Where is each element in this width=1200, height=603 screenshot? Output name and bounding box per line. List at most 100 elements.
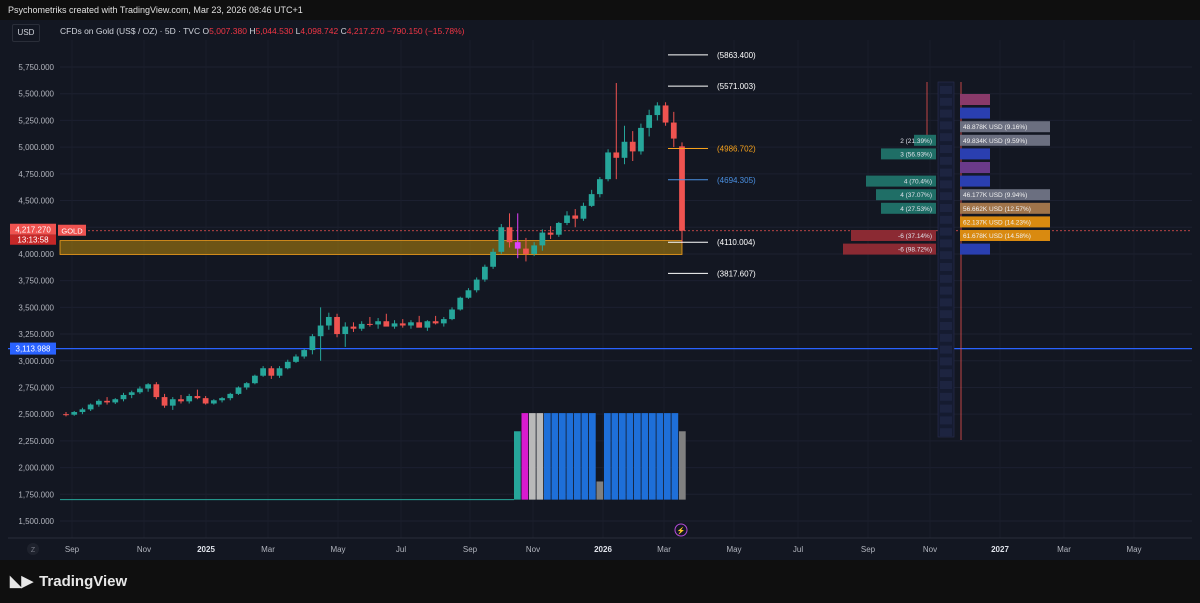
profile-cell: [940, 357, 952, 366]
attribution-bar: Psychometriks created with TradingView.c…: [0, 0, 1200, 20]
candle-body: [416, 322, 423, 328]
candle-body: [317, 325, 324, 337]
tradingview-logo[interactable]: ◣▶ TradingView: [10, 572, 127, 590]
indicator-bar: [596, 481, 604, 500]
candle-body: [490, 251, 496, 267]
candle-body: [498, 227, 505, 252]
footer-bar: [0, 560, 1200, 603]
candle-body: [334, 316, 340, 335]
candle-body: [449, 309, 455, 320]
alert-badge: [674, 523, 688, 537]
indicator-bar: [566, 413, 574, 500]
tv-wordmark: TradingView: [39, 573, 128, 590]
time-tick-label: 2027: [991, 545, 1009, 554]
candle-body: [638, 127, 644, 152]
profile-left-label: -6 (37.14%): [898, 233, 932, 240]
indicator-bar: [679, 431, 686, 500]
indicator-bar: [611, 413, 619, 500]
candle-body: [309, 336, 316, 351]
candle-body: [178, 399, 184, 402]
indicator-bar: [664, 413, 671, 500]
profile-cell: [940, 204, 952, 212]
time-tick-label: Nov: [923, 545, 937, 554]
candle-body: [457, 297, 464, 310]
indicator-bar: [529, 413, 536, 500]
candle-body: [235, 387, 242, 394]
candle-body: [367, 323, 373, 325]
candle-body: [408, 322, 414, 326]
time-tick-label: May: [1126, 545, 1141, 554]
time-tick-label: Mar: [657, 545, 671, 554]
legend-high-label: H: [249, 26, 256, 36]
candle-body: [629, 141, 636, 152]
profile-cell: [940, 215, 952, 224]
price-tick-label: 5,000.000: [18, 143, 54, 152]
indicator-bar: [604, 413, 611, 500]
candle-body: [194, 396, 201, 399]
level-label: (4694.305): [717, 176, 756, 185]
candle-body: [243, 383, 250, 388]
candle-body: [473, 279, 480, 291]
profile-cell: [940, 322, 952, 330]
profile-cell: [940, 404, 952, 413]
alert-badge-icon: ⚡: [677, 526, 686, 535]
candle-body: [161, 397, 168, 406]
candle-body: [679, 146, 685, 231]
profile-left-label: -6 (98.72%): [898, 247, 932, 254]
indicator-bar: [551, 413, 559, 500]
level-label: (4110.004): [717, 238, 755, 247]
candle-body: [383, 321, 390, 327]
symbol-tag: [58, 224, 86, 236]
price-tick-label: 4,750.000: [18, 170, 54, 179]
price-chart[interactable]: 5,750.000 5,500.000 5,250.000 5,000.000 4,75…: [8, 20, 1192, 560]
time-tick-label: 2026: [594, 545, 612, 554]
chart-frame[interactable]: 5,750.000 5,500.000 5,250.000 5,000.000 4,75…: [8, 20, 1192, 560]
candle-body: [514, 242, 521, 249]
legend-change: −790.150 (−15.78%): [386, 26, 465, 36]
indicator-bar: [581, 413, 589, 500]
currency-button[interactable]: USD: [12, 24, 40, 42]
hline-price-tag: [10, 342, 56, 355]
attribution-text: Psychometriks created with TradingView.c…: [8, 5, 303, 15]
candle-body: [169, 399, 176, 406]
indicator-bar: [544, 413, 551, 500]
level-label: (5863.400): [717, 51, 756, 60]
indicator-bar: [634, 413, 641, 500]
candle-body: [301, 350, 308, 357]
candle-body: [293, 356, 299, 362]
profile-right-bar: [960, 230, 1050, 241]
indicator-bar: [536, 413, 544, 500]
profile-cell: [940, 192, 952, 201]
candle-body: [227, 393, 234, 399]
candle-body: [137, 388, 143, 393]
candle-body: [432, 321, 439, 324]
profile-right-bar: [960, 134, 1050, 146]
indicator-bar: [514, 431, 521, 500]
tv-icon: ◣▶: [10, 573, 34, 590]
price-tick-label: 4,000.000: [18, 250, 54, 259]
candle-body: [572, 215, 579, 219]
profile-right-bar: [960, 107, 990, 119]
timezone-badge-label: Z: [31, 547, 36, 554]
candle-body: [120, 394, 127, 400]
price-tick-label: 5,500.000: [18, 90, 54, 99]
symbol-legend: CFDs on Gold (US$ / OZ) · 5D · TVC O5,00…: [60, 26, 464, 36]
candle-body: [128, 392, 135, 395]
profile-cell: [940, 180, 952, 189]
candle-body: [375, 321, 381, 325]
profile-cell: [940, 145, 952, 153]
price-tick-label: 3,750.000: [18, 277, 54, 286]
indicator-bar: [559, 413, 566, 500]
candle-body: [654, 105, 661, 116]
time-tick-label: May: [726, 545, 741, 554]
indicator-bar: [574, 413, 581, 500]
profile-right-bar: [960, 148, 990, 160]
indicator-bar: [641, 413, 649, 500]
price-tick-label: 3,250.000: [18, 330, 54, 339]
candle-body: [539, 232, 546, 246]
profile-cell: [940, 86, 952, 94]
price-tick-label: 1,750.000: [18, 490, 54, 499]
time-tick-label: Sep: [861, 545, 876, 554]
candle-body: [440, 319, 447, 324]
profile-cell: [940, 298, 952, 307]
